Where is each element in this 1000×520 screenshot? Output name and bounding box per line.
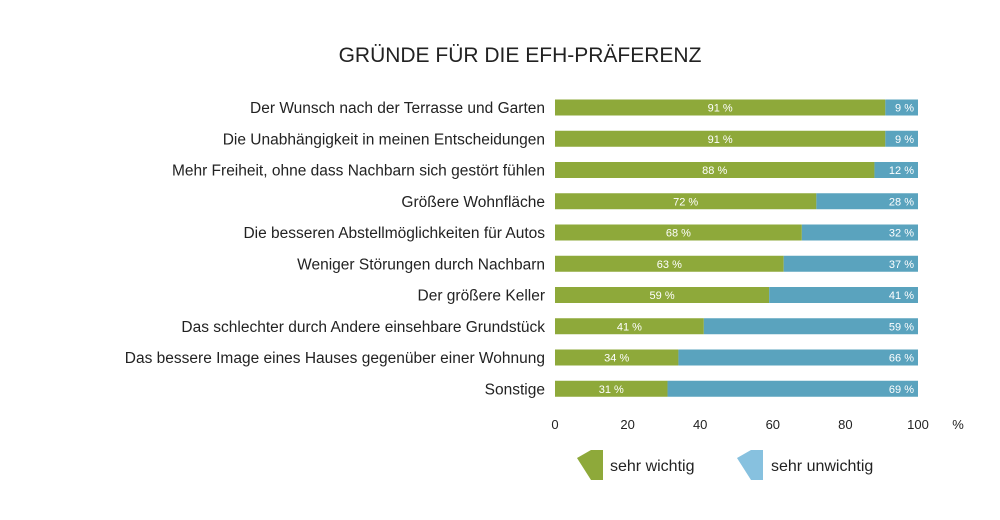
category-label-7: Der größere Keller bbox=[418, 288, 546, 305]
value-label-sehr-wichtig-4: 72 % bbox=[673, 196, 698, 208]
value-label-sehr-wichtig-5: 68 % bbox=[666, 228, 691, 240]
value-label-sehr-unwichtig-5: 32 % bbox=[889, 228, 914, 240]
value-label-sehr-unwichtig-4: 28 % bbox=[889, 196, 914, 208]
bar-sehr-unwichtig-5 bbox=[801, 224, 918, 241]
bar-sehr-wichtig-7 bbox=[555, 287, 770, 303]
category-label-10: Sonstige bbox=[485, 381, 545, 398]
bar-sehr-wichtig-3 bbox=[555, 162, 875, 178]
legend-label-sehr-wichtig: sehr wichtig bbox=[610, 458, 694, 475]
bar-sehr-wichtig-9 bbox=[555, 349, 679, 366]
chart-title: GRÜNDE FÜR DIE EFH-PRÄFERENZ bbox=[339, 44, 702, 67]
legend-item-sehr-unwichtig: sehr unwichtig bbox=[737, 450, 873, 480]
value-labels: 91 % 9 % 91 % 9 % 88 % 12 % 72 % 28 % 68 % 32 % 63… bbox=[599, 103, 914, 396]
x-tick-label-0: 0 bbox=[551, 417, 558, 432]
x-tick-label-100: 100 bbox=[907, 417, 929, 432]
bar-sehr-unwichtig-4 bbox=[816, 193, 918, 210]
category-labels: Der Wunsch nach der Terrasse und Garten D… bbox=[125, 100, 545, 398]
bar-sehr-unwichtig-9 bbox=[678, 349, 918, 366]
value-label-sehr-unwichtig-2: 9 % bbox=[895, 134, 914, 146]
value-label-sehr-unwichtig-8: 59 % bbox=[889, 321, 914, 333]
category-label-4: Größere Wohnfläche bbox=[401, 194, 545, 211]
legend-label-sehr-unwichtig: sehr unwichtig bbox=[771, 458, 873, 475]
x-axis: % 0 20 40 60 80 100 bbox=[551, 417, 964, 432]
legend-item-sehr-wichtig: sehr wichtig bbox=[577, 450, 694, 480]
value-label-sehr-unwichtig-3: 12 % bbox=[889, 165, 914, 177]
bar-sehr-unwichtig-7 bbox=[769, 287, 918, 303]
category-label-1: Der Wunsch nach der Terrasse und Garten bbox=[250, 100, 545, 117]
bar-sehr-wichtig-10 bbox=[555, 380, 668, 397]
bar-sehr-unwichtig-3 bbox=[874, 162, 918, 178]
value-label-sehr-wichtig-8: 41 % bbox=[617, 321, 642, 333]
value-label-sehr-unwichtig-7: 41 % bbox=[889, 290, 914, 302]
category-label-8: Das schlechter durch Andere einsehbare G… bbox=[181, 319, 545, 336]
value-label-sehr-unwichtig-9: 66 % bbox=[889, 353, 914, 365]
value-label-sehr-wichtig-6: 63 % bbox=[657, 259, 682, 271]
value-label-sehr-wichtig-2: 91 % bbox=[708, 134, 733, 146]
x-tick-label-40: 40 bbox=[693, 417, 707, 432]
category-label-9: Das bessere Image eines Hauses gegenüber… bbox=[125, 350, 545, 367]
value-label-sehr-wichtig-9: 34 % bbox=[604, 353, 629, 365]
value-label-sehr-wichtig-1: 91 % bbox=[708, 103, 733, 115]
value-label-sehr-unwichtig-6: 37 % bbox=[889, 259, 914, 271]
bar-sehr-unwichtig-2 bbox=[885, 130, 918, 147]
bars bbox=[555, 99, 918, 397]
category-label-6: Weniger Störungen durch Nachbarn bbox=[297, 256, 545, 273]
legend-swatch-sehr-wichtig bbox=[577, 450, 603, 480]
value-label-sehr-wichtig-10: 31 % bbox=[599, 384, 624, 396]
bar-sehr-unwichtig-10 bbox=[667, 380, 918, 397]
bar-sehr-unwichtig-1 bbox=[885, 99, 918, 116]
category-label-2: Die Unabhängigkeit in meinen Entscheidun… bbox=[223, 131, 545, 148]
bar-sehr-wichtig-8 bbox=[555, 318, 704, 335]
category-label-5: Die besseren Abstellmöglichkeiten für Au… bbox=[243, 225, 545, 242]
category-label-3: Mehr Freiheit, ohne dass Nachbarn sich g… bbox=[172, 163, 545, 180]
x-tick-label-20: 20 bbox=[620, 417, 634, 432]
x-tick-label-80: 80 bbox=[838, 417, 852, 432]
x-axis-unit: % bbox=[952, 417, 964, 432]
bar-sehr-unwichtig-8 bbox=[703, 318, 918, 335]
bar-sehr-unwichtig-6 bbox=[783, 255, 918, 272]
value-label-sehr-unwichtig-10: 69 % bbox=[889, 384, 914, 396]
bar-sehr-wichtig-1 bbox=[555, 99, 886, 116]
bar-sehr-wichtig-2 bbox=[555, 130, 886, 147]
legend-swatch-sehr-unwichtig bbox=[737, 450, 763, 480]
value-label-sehr-wichtig-7: 59 % bbox=[650, 290, 675, 302]
bar-sehr-wichtig-6 bbox=[555, 255, 784, 272]
value-label-sehr-unwichtig-1: 9 % bbox=[895, 103, 914, 115]
bar-sehr-wichtig-5 bbox=[555, 224, 802, 241]
value-label-sehr-wichtig-3: 88 % bbox=[702, 165, 727, 177]
x-tick-label-60: 60 bbox=[766, 417, 780, 432]
bar-sehr-wichtig-4 bbox=[555, 193, 817, 210]
legend: sehr wichtig sehr unwichtig bbox=[577, 450, 873, 480]
